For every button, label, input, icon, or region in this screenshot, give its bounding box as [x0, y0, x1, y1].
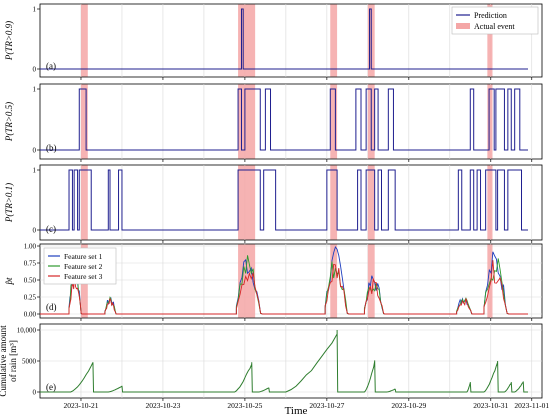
series-line-feature-set-3 [40, 260, 528, 315]
panel-label: (e) [46, 382, 56, 392]
x-tick-label: 2023-10-23 [145, 401, 180, 410]
event-band [238, 165, 256, 240]
panel-label: (c) [46, 224, 56, 234]
x-ticks [80, 240, 533, 243]
y-axis-label: Cumulative amountof rain [m³] [0, 325, 18, 397]
legend: Prediction Actual event [451, 6, 539, 35]
y-axis-label: p̂t [4, 277, 14, 286]
legend-label: Feature set 3 [64, 272, 103, 281]
event-band [330, 4, 338, 77]
panel-label: (a) [46, 61, 56, 71]
y-ticks: 0 5000 10,000 [17, 327, 40, 397]
panel-label: (b) [46, 143, 57, 153]
event-band [80, 165, 88, 240]
prediction-line [40, 169, 528, 231]
x-tick-label: 2023-10-29 [391, 401, 426, 410]
prediction-line [40, 88, 528, 151]
y-tick-label: 0 [33, 66, 37, 74]
x-ticks [80, 318, 533, 321]
panel-frame [39, 83, 543, 160]
x-tick-label: 2023-10-25 [227, 401, 262, 410]
legend-label: Feature set 2 [64, 262, 103, 271]
y-tick-label: 1.00 [24, 243, 37, 251]
y-axis-label-line-1: Cumulative amount [0, 325, 8, 397]
event-band [238, 4, 256, 77]
rain-line [40, 329, 528, 393]
event-band [80, 84, 88, 159]
event-band [330, 84, 338, 159]
event-band [487, 4, 493, 77]
y-axis-label-line-2: of rain [m³] [8, 340, 18, 382]
y-tick-label: 0 [33, 389, 37, 397]
panel-label: (d) [46, 302, 57, 312]
event-band [238, 84, 256, 159]
legend-label: Actual event [474, 22, 515, 31]
y-tick-label: 1 [33, 6, 37, 14]
y-tick-label: 10,000 [17, 327, 37, 335]
x-tick-labels: 2023-10-21 2023-10-23 2023-10-25 2023-10-27… [63, 401, 549, 410]
y-ticks: 01 [33, 86, 40, 155]
y-axis-label: P(TR>0.1) [4, 183, 14, 223]
y-tick-label: 1 [33, 86, 37, 94]
y-ticks: 01 [33, 167, 40, 235]
event-band [238, 244, 256, 318]
y-ticks: 01 [33, 6, 40, 74]
event-band [487, 165, 493, 240]
event-band [80, 4, 88, 77]
y-tick-label: 0.50 [24, 277, 37, 285]
legend-swatch-event [456, 23, 470, 29]
x-tick-label: 2023-11-01 [514, 401, 549, 410]
x-tick-label: 2023-10-21 [63, 401, 98, 410]
x-tick-label: 2023-10-31 [473, 401, 508, 410]
x-axis-label: Time [285, 405, 308, 417]
event-band [367, 165, 375, 240]
prediction-line [40, 8, 528, 70]
y-ticks: 0.00 0.25 0.50 0.75 1.00 [24, 243, 40, 319]
event-band [330, 244, 338, 318]
panel-d: 0.000.250.500.751.00p̂t(d)Feature set 1F… [4, 243, 543, 321]
y-tick-label: 0.75 [24, 260, 37, 268]
panel-frame [39, 164, 543, 241]
x-tick-label: 2023-10-27 [309, 401, 344, 410]
y-tick-label: 0.25 [24, 294, 37, 302]
x-ticks [80, 398, 533, 401]
panel-b: 01P(TR>0.5)(b) [4, 83, 543, 162]
event-band [330, 165, 338, 240]
y-tick-label: 0 [33, 227, 37, 235]
y-tick-label: 0 [33, 147, 37, 155]
event-band [487, 84, 493, 159]
y-tick-label: 5000 [22, 358, 37, 366]
x-ticks [80, 159, 533, 162]
y-axis-label: P(TR>0.9) [4, 21, 14, 61]
y-axis-label: P(TR>0.5) [4, 102, 14, 142]
legend-box [451, 6, 539, 35]
x-ticks [80, 77, 533, 80]
panel-c: 01P(TR>0.1)(c) [4, 164, 543, 243]
y-tick-label: 0.00 [24, 311, 37, 319]
legend-label: Prediction [474, 11, 507, 20]
y-tick-label: 1 [33, 167, 37, 175]
event-bands [80, 165, 493, 240]
legend-label: Feature set 1 [64, 252, 103, 261]
